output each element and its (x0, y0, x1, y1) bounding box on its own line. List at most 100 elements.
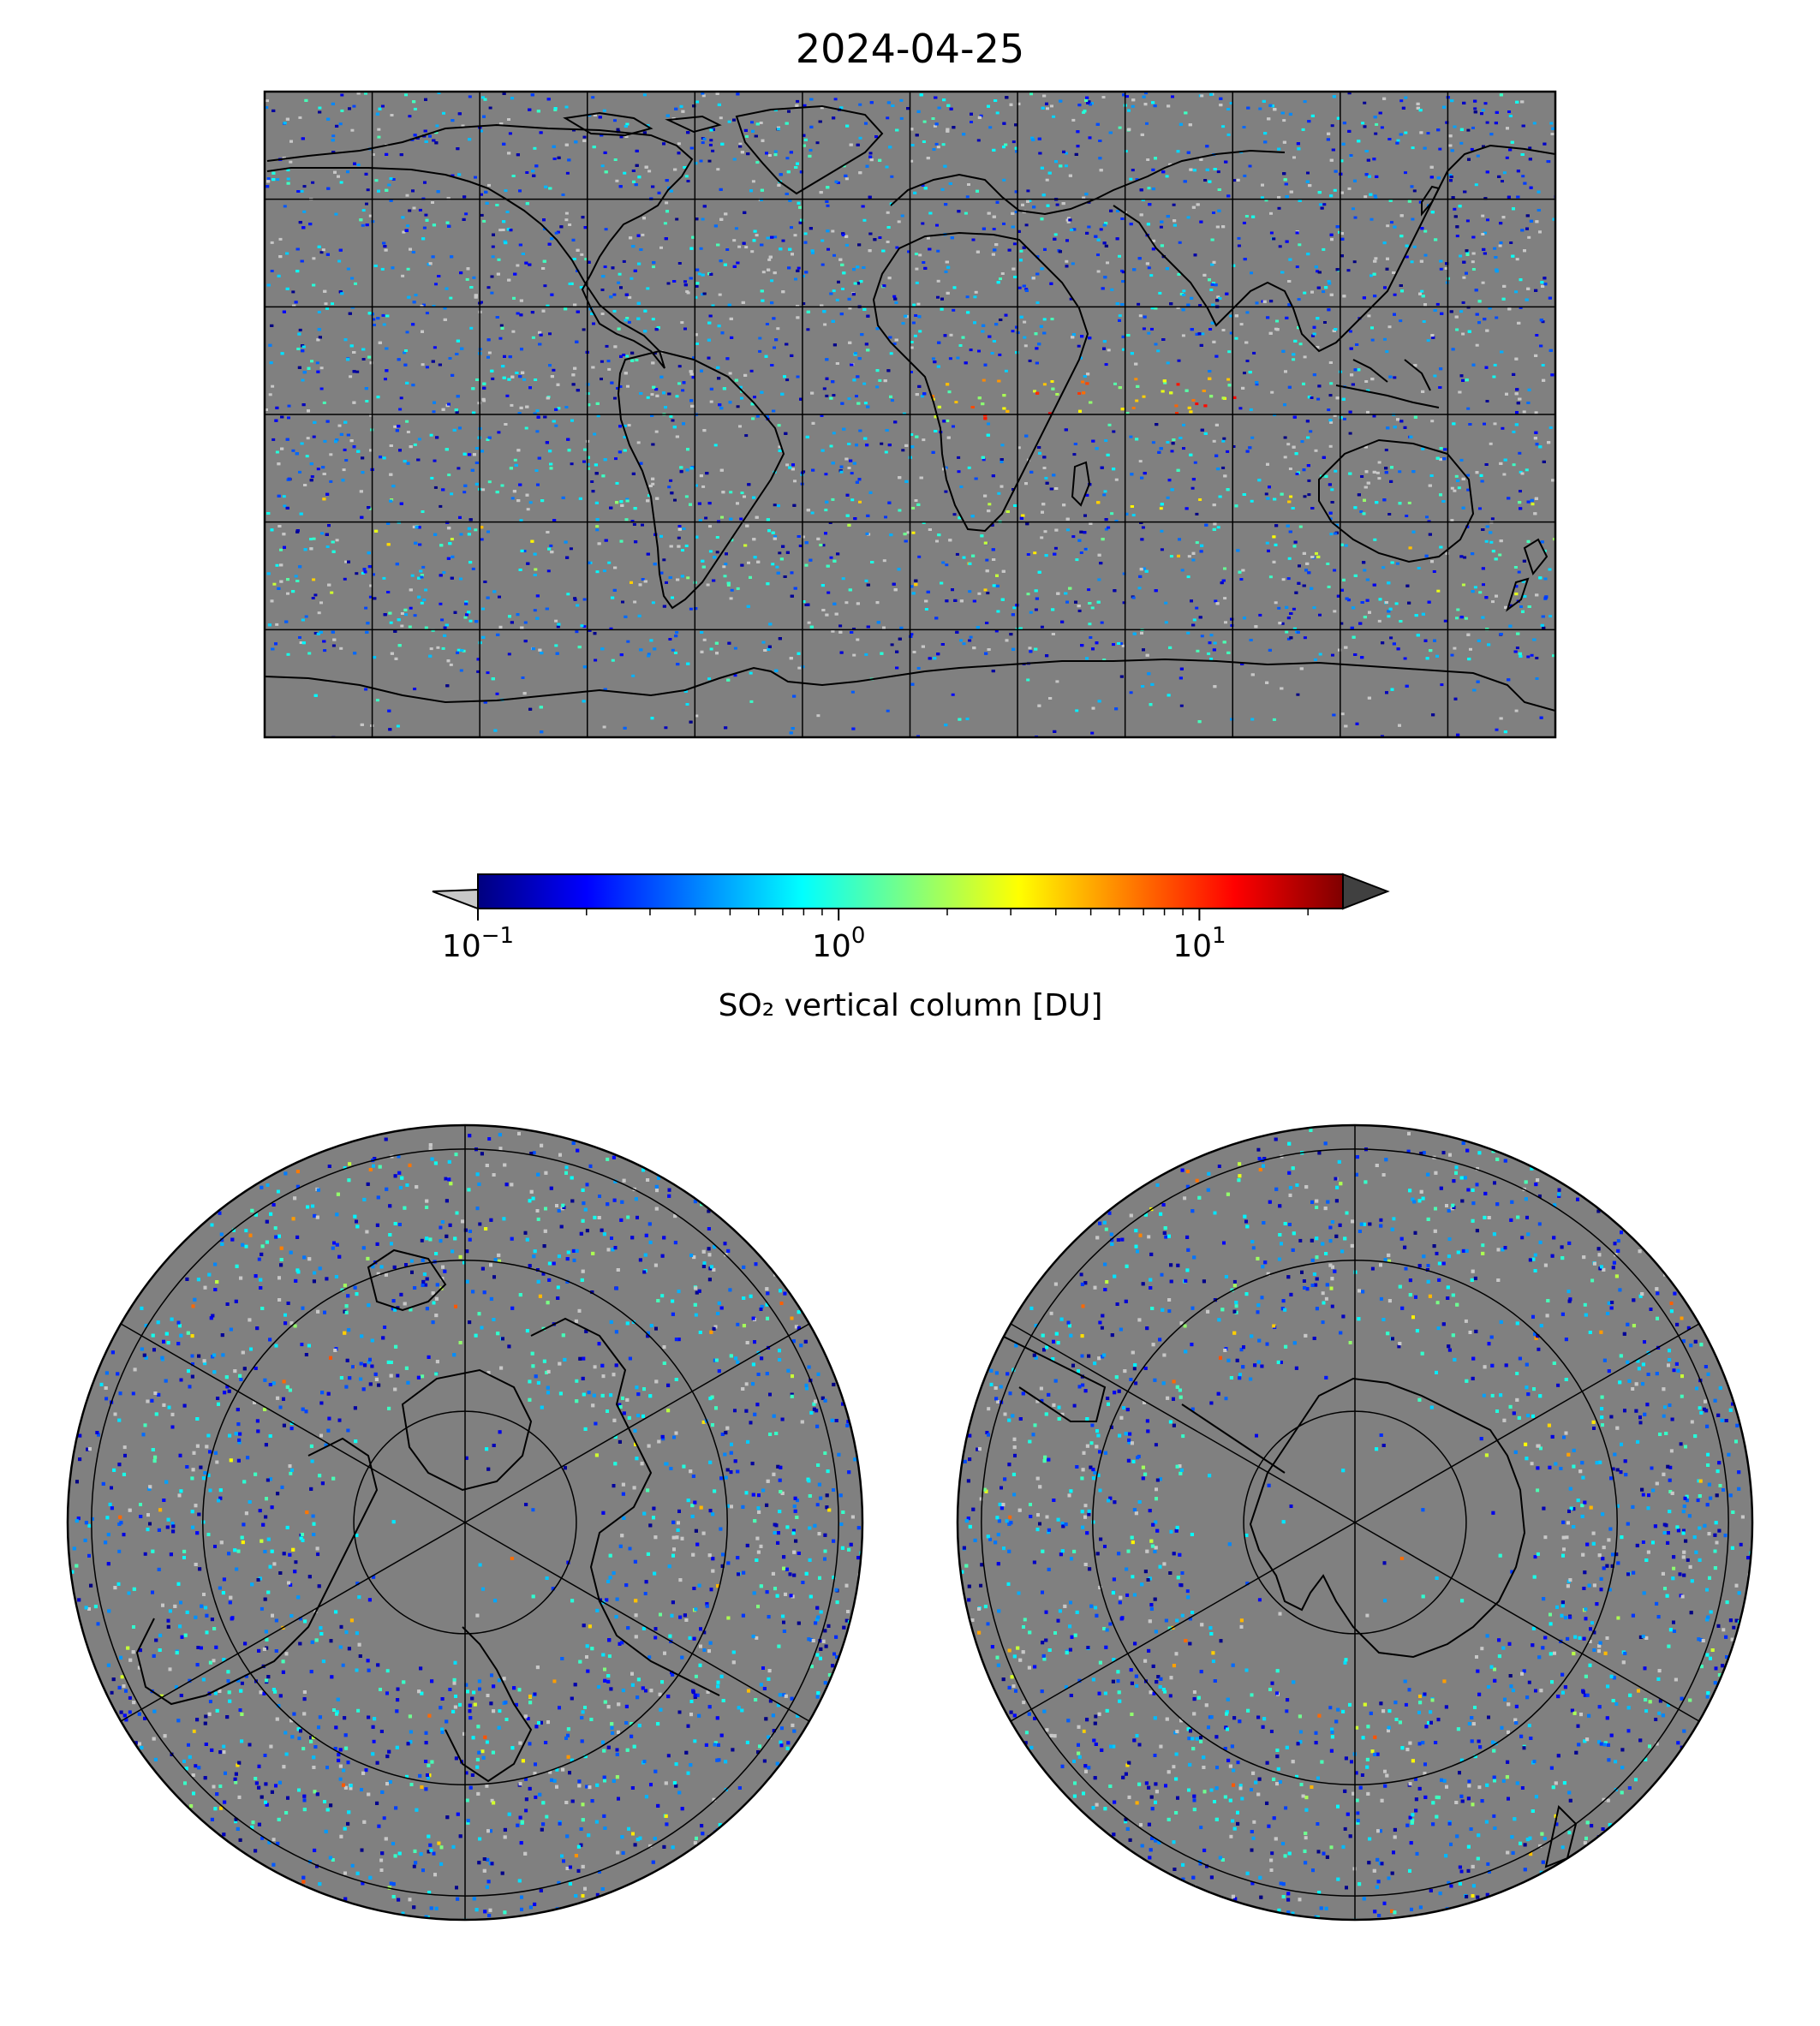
so2-pixel (1329, 420, 1334, 424)
so2-pixel (773, 535, 778, 539)
so2-pixel (1226, 450, 1230, 453)
so2-pixel (622, 259, 626, 263)
so2-pixel (594, 658, 598, 662)
so2-pixel (524, 426, 528, 430)
so2-pixel (1366, 410, 1369, 414)
so2-pixel (491, 245, 495, 248)
so2-pixel (404, 613, 408, 617)
so2-pixel (535, 430, 540, 433)
so2-pixel (462, 491, 467, 494)
so2-pixel (1295, 265, 1299, 269)
so2-pixel (1381, 566, 1386, 569)
so2-pixel (823, 323, 827, 326)
so2-pixel (767, 258, 772, 261)
so2-pixel (1502, 473, 1507, 476)
so2-pixel (1165, 175, 1169, 178)
so2-pixel (932, 148, 936, 151)
so2-pixel (706, 583, 710, 587)
so2-pixel (1081, 380, 1085, 384)
so2-pixel (364, 606, 368, 610)
so2-pixel (1473, 107, 1477, 110)
so2-pixel (361, 358, 366, 361)
so2-pixel (1147, 266, 1151, 270)
so2-pixel (369, 584, 373, 587)
so2-pixel (312, 435, 316, 438)
so2-pixel (701, 92, 705, 95)
so2-pixel (511, 330, 516, 333)
so2-pixel (677, 142, 681, 146)
so2-pixel (1209, 289, 1214, 291)
so2-pixel (1069, 297, 1073, 301)
so2-pixel (1334, 523, 1339, 527)
so2-pixel (1519, 306, 1523, 309)
so2-pixel (344, 459, 349, 462)
so2-pixel (1138, 314, 1143, 318)
so2-pixel (291, 449, 295, 452)
so2-pixel (1226, 378, 1231, 381)
so2-pixel (838, 624, 843, 628)
so2-pixel (424, 588, 428, 592)
so2-pixel (624, 424, 627, 427)
so2-pixel (1502, 171, 1507, 175)
so2-pixel (1316, 397, 1321, 401)
so2-pixel (535, 409, 540, 413)
so2-pixel (1099, 228, 1103, 231)
so2-pixel (487, 183, 491, 187)
so2-pixel (1182, 289, 1186, 293)
so2-pixel (1101, 96, 1106, 98)
so2-pixel (1380, 126, 1384, 129)
so2-pixel (442, 111, 445, 115)
so2-pixel (917, 555, 922, 558)
so2-pixel (1118, 126, 1122, 129)
so2-pixel (797, 266, 801, 270)
so2-pixel (848, 307, 852, 310)
so2-pixel (612, 309, 617, 313)
so2-pixel (1012, 606, 1017, 610)
so2-pixel (533, 609, 537, 612)
so2-pixel (1423, 253, 1428, 257)
so2-pixel (1315, 551, 1318, 555)
so2-pixel (1110, 512, 1114, 515)
so2-pixel (1012, 242, 1017, 246)
so2-pixel (758, 337, 762, 340)
so2-pixel (901, 449, 905, 452)
so2-pixel (1471, 268, 1476, 271)
so2-pixel (595, 570, 600, 574)
so2-pixel (1425, 515, 1429, 519)
so2-pixel (806, 328, 810, 331)
so2-pixel (892, 295, 897, 298)
so2-pixel (771, 563, 775, 566)
so2-pixel (1512, 430, 1516, 433)
so2-pixel (1453, 207, 1457, 211)
so2-pixel (564, 212, 569, 215)
so2-pixel (1340, 712, 1345, 716)
so2-pixel (1432, 570, 1436, 573)
so2-pixel (695, 100, 700, 104)
so2-pixel (1242, 126, 1246, 128)
so2-pixel (312, 578, 316, 581)
so2-pixel (1147, 187, 1151, 190)
so2-pixel (647, 652, 651, 656)
so2-pixel (1079, 551, 1083, 554)
so2-pixel (1208, 328, 1213, 331)
so2-pixel (1107, 526, 1111, 529)
so2-pixel (890, 175, 894, 178)
so2-pixel (375, 699, 379, 702)
so2-pixel (298, 328, 302, 331)
so2-pixel (1476, 154, 1480, 158)
so2-pixel (1112, 643, 1115, 647)
so2-pixel (614, 457, 618, 461)
global-map[interactable] (263, 90, 1558, 739)
so2-pixel (897, 220, 901, 223)
so2-pixel (410, 574, 415, 577)
so2-pixel (878, 236, 882, 239)
so2-pixel (390, 498, 394, 501)
so2-pixel (430, 476, 434, 480)
so2-pixel (802, 302, 806, 305)
so2-pixel (459, 669, 463, 672)
so2-pixel (1383, 337, 1387, 341)
so2-pixel (715, 551, 719, 554)
so2-pixel (1138, 460, 1143, 463)
so2-pixel (1042, 318, 1047, 321)
so2-pixel (624, 518, 629, 521)
